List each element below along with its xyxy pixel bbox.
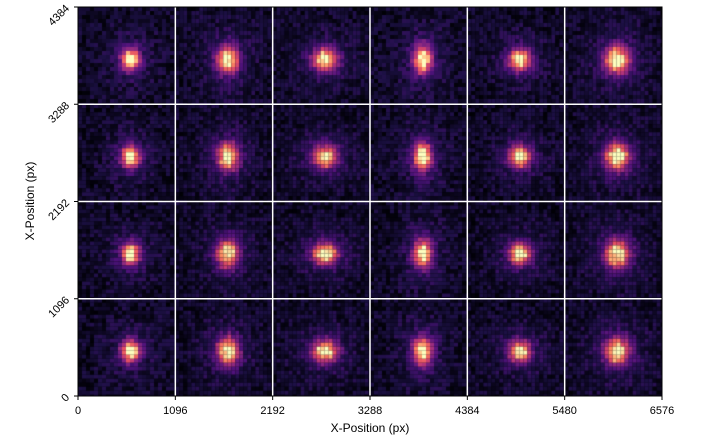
y-tick-label: 4384 — [46, 3, 72, 29]
y-tick-label: 1096 — [46, 294, 72, 320]
x-axis-label: X-Position (px) — [331, 421, 410, 435]
x-tick-label: 3288 — [358, 405, 382, 417]
x-tick-label: 4384 — [455, 405, 479, 417]
y-tick-label: 2192 — [46, 197, 72, 223]
x-axis-ticks: 0 1096 2192 3288 4384 5480 6576 — [75, 396, 674, 417]
x-tick-label: 1096 — [163, 405, 187, 417]
x-tick-label: 5480 — [552, 405, 576, 417]
x-tick-label: 2192 — [260, 405, 284, 417]
x-tick-label: 6576 — [650, 405, 674, 417]
x-tick-label: 0 — [75, 405, 81, 417]
y-axis-ticks: 0 1096 2192 3288 4384 — [46, 3, 78, 405]
tile-grid — [78, 7, 662, 396]
y-tick-label: 3288 — [46, 100, 72, 126]
y-tick-label: 0 — [59, 392, 72, 405]
y-axis-label: X-Position (px) — [23, 162, 37, 241]
